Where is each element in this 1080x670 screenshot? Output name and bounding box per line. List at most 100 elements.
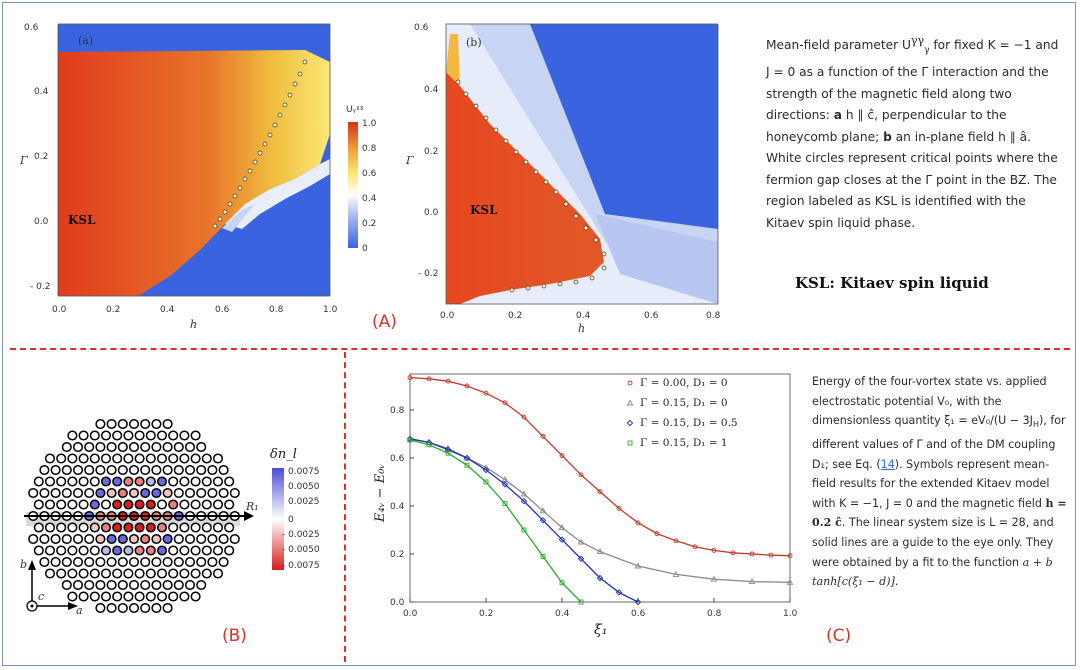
- lattice-site: [28, 533, 39, 545]
- lattice-site: [162, 579, 173, 591]
- lattice-site: [84, 487, 95, 499]
- lattice-site: [67, 568, 78, 579]
- lattice-site: [106, 487, 117, 499]
- plot-a-xtick: 0.2: [106, 305, 120, 315]
- legend-entry: Γ = 0.00, D₁ = 0: [640, 377, 728, 389]
- lattice-site: [156, 591, 168, 602]
- lattice-site: [162, 441, 173, 453]
- x-tick-label: 0.4: [555, 609, 570, 619]
- lattice-site: [224, 522, 235, 533]
- lattice-site: [190, 430, 201, 441]
- lattice-site: [173, 441, 184, 453]
- lattice-site: [100, 476, 112, 487]
- lattice-site: [78, 545, 89, 556]
- lattice-site: [134, 522, 145, 533]
- lattice-site: [229, 533, 240, 545]
- lattice-site: [89, 453, 100, 464]
- lattice-site: [168, 591, 179, 602]
- lattice-site: [173, 533, 184, 545]
- lattice-site: [179, 453, 190, 464]
- lattice-site: [67, 522, 78, 533]
- plot-b-xtick: 0.2: [508, 311, 522, 321]
- lattice-site: [28, 487, 39, 499]
- lattice-site: [61, 556, 72, 568]
- series-line: [409, 376, 791, 557]
- lattice-site: [190, 522, 201, 533]
- caption-a-text: an in-plane field h ∥ â. White circles r…: [766, 129, 1058, 230]
- lattice-colorbar-tick: 0.0075: [288, 467, 320, 477]
- lattice-site: [106, 602, 117, 614]
- lattice-colorbar: [272, 468, 284, 570]
- lattice-site: [78, 453, 89, 464]
- x-tick-label: 0.0: [403, 609, 418, 619]
- data-point: [463, 454, 471, 462]
- data-point: [502, 400, 508, 406]
- lattice-site: [72, 579, 84, 591]
- lattice-site: [56, 522, 67, 533]
- data-point: [539, 517, 547, 524]
- lattice-site: [67, 545, 78, 556]
- lattice-site: [78, 476, 89, 487]
- y-tick-label: 0.0: [390, 598, 405, 608]
- data-point: [615, 589, 623, 596]
- plot-b-xtick: 0.0: [440, 311, 455, 321]
- data-point: [578, 472, 584, 478]
- axis-a-label: a: [76, 604, 83, 617]
- lattice-site: [184, 556, 196, 568]
- plot-b-xtick: 0.4: [576, 311, 591, 321]
- lattice-site: [106, 464, 117, 476]
- lattice-site: [100, 430, 112, 441]
- critical-points-b: [455, 79, 607, 293]
- lattice-site: [56, 545, 67, 556]
- data-point: [634, 562, 642, 569]
- divider-vertical: [344, 352, 346, 662]
- lattice-colorbar-tick: 0.0050: [288, 482, 320, 492]
- lattice-site: [168, 430, 179, 441]
- lattice-site: [112, 453, 123, 464]
- plot-b-tag: (b): [466, 36, 482, 49]
- data-point: [748, 578, 756, 585]
- lattice-site: [72, 533, 84, 545]
- lattice-site: [67, 591, 78, 602]
- caption-c-sub: H: [1032, 420, 1039, 430]
- lattice-site: [145, 591, 156, 602]
- lattice-site: [207, 487, 218, 499]
- lattice-site: [196, 441, 207, 453]
- lattice-site: [123, 522, 134, 533]
- lattice-site: [112, 430, 123, 441]
- lattice-site: [156, 545, 168, 556]
- ksl-title: KSL: Kitaev spin liquid: [795, 274, 989, 292]
- lattice-site: [89, 568, 100, 579]
- data-point: [407, 437, 413, 443]
- lattice-site: [156, 522, 168, 533]
- lattice-site: [117, 441, 128, 453]
- lattice-site: [224, 545, 235, 556]
- lattice-site: [89, 430, 100, 441]
- data-point: [559, 453, 565, 459]
- lattice-site: [212, 453, 224, 464]
- plot-a-tag: (a): [78, 34, 93, 47]
- plot-a-ytick: 0.6: [24, 23, 39, 33]
- lattice-site: [190, 568, 201, 579]
- lattice-site: [128, 556, 140, 568]
- lattice-site: [140, 579, 151, 591]
- lattice-colorbar-tick: - 0.0050: [282, 545, 320, 555]
- lattice-site: [190, 499, 201, 510]
- plot-b-ytick: 0.4: [424, 85, 439, 95]
- equation-reference-link[interactable]: 14: [880, 457, 895, 471]
- lattice-site: [123, 476, 134, 487]
- plot-b-ksl-label: KSL: [470, 203, 498, 217]
- lattice-site: [123, 430, 134, 441]
- data-point: [768, 552, 774, 558]
- lattice-site: [168, 453, 179, 464]
- lattice-site: [95, 579, 106, 591]
- data-point: [540, 433, 546, 439]
- data-point: [502, 501, 508, 507]
- caption-c-function: a + b tanh[c(ξ₁ − d)]: [812, 555, 1053, 589]
- lattice-site: [201, 453, 212, 464]
- colorbar-a-title: Uᵧˠˠ: [346, 105, 364, 115]
- lattice-site: [112, 476, 123, 487]
- lattice-site: [106, 556, 117, 568]
- data-point: [597, 489, 603, 495]
- data-point: [634, 598, 642, 606]
